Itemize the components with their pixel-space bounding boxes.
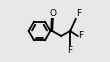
Text: F: F [76, 9, 81, 18]
Text: O: O [50, 9, 57, 18]
Text: F: F [78, 31, 83, 40]
Text: F: F [67, 46, 72, 55]
